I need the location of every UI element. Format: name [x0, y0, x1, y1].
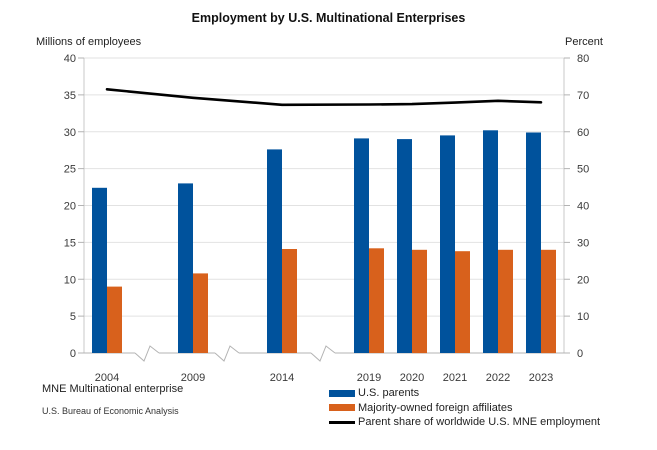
parent-share-line-swatch-icon	[329, 421, 355, 424]
right-axis-unit-label: Percent	[565, 36, 603, 48]
footnote-mne-definition: MNE Multinational enterprise	[42, 383, 184, 395]
svg-text:40: 40	[577, 201, 589, 213]
svg-text:2022: 2022	[486, 372, 510, 384]
legend-item-foreign-affiliates: Majority-owned foreign affiliates	[329, 401, 600, 416]
legend-label-parent-share: Parent share of worldwide U.S. MNE emplo…	[358, 416, 601, 428]
svg-text:60: 60	[577, 127, 589, 139]
svg-text:80: 80	[577, 53, 589, 65]
svg-text:0: 0	[577, 348, 583, 360]
svg-text:30: 30	[64, 127, 76, 139]
svg-text:70: 70	[577, 90, 589, 102]
svg-text:2023: 2023	[529, 372, 553, 384]
legend-item-us-parents: U.S. parents	[329, 386, 600, 401]
legend-item-parent-share: Parent share of worldwide U.S. MNE emplo…	[329, 415, 600, 430]
svg-text:35: 35	[64, 90, 76, 102]
svg-text:40: 40	[64, 53, 76, 65]
svg-text:20: 20	[577, 274, 589, 286]
left-axis-unit-label: Millions of employees	[36, 36, 142, 48]
svg-text:30: 30	[577, 237, 589, 249]
svg-text:2021: 2021	[443, 372, 467, 384]
svg-text:50: 50	[577, 164, 589, 176]
svg-text:25: 25	[64, 164, 76, 176]
chart-title: Employment by U.S. Multinational Enterpr…	[191, 11, 466, 25]
svg-text:20: 20	[64, 201, 76, 213]
svg-text:2020: 2020	[400, 372, 424, 384]
chart-legend: U.S. parents Majority-owned foreign affi…	[329, 386, 600, 430]
svg-text:0: 0	[70, 348, 76, 360]
svg-text:2019: 2019	[357, 372, 381, 384]
footnote-source: U.S. Bureau of Economic Analysis	[42, 406, 179, 416]
legend-label-foreign-affiliates: Majority-owned foreign affiliates	[358, 401, 513, 414]
svg-text:2004: 2004	[95, 372, 119, 384]
svg-text:2009: 2009	[181, 372, 205, 384]
svg-text:10: 10	[577, 311, 589, 323]
svg-text:15: 15	[64, 237, 76, 249]
us-parents-swatch-icon	[329, 389, 355, 397]
legend-label-us-parents: U.S. parents	[358, 387, 420, 399]
svg-text:2014: 2014	[270, 372, 294, 384]
foreign-affiliates-swatch-icon	[329, 404, 355, 412]
svg-text:5: 5	[70, 311, 76, 323]
svg-text:10: 10	[64, 274, 76, 286]
